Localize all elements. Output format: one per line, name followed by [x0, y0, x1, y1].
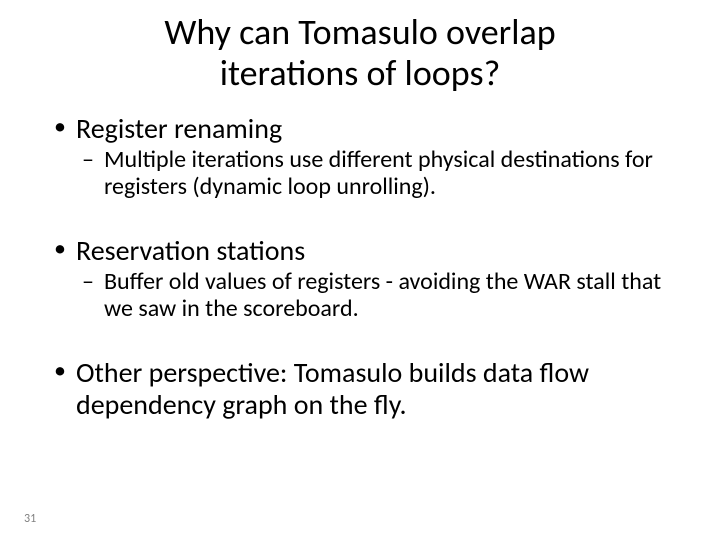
bullet-text: Register renaming [76, 111, 282, 146]
bullet-item: Other perspective: Tomasulo builds data … [48, 357, 672, 421]
bullet-item: Register renaming Multiple iterations us… [48, 113, 672, 201]
title-line-1: Why can Tomasulo overlap [164, 10, 555, 54]
sub-bullet-item: Buffer old values of registers - avoidin… [76, 269, 672, 323]
sub-bullet-list: Buffer old values of registers - avoidin… [76, 269, 672, 323]
bullet-text: Other perspective: Tomasulo builds data … [76, 355, 589, 422]
slide: Why can Tomasulo overlap iterations of l… [0, 0, 720, 540]
spacer [48, 327, 672, 357]
sub-bullet-list: Multiple iterations use different physic… [76, 147, 672, 201]
bullet-list: Other perspective: Tomasulo builds data … [48, 357, 672, 421]
sub-bullet-text: Multiple iterations use different physic… [104, 145, 653, 201]
bullet-list: Register renaming Multiple iterations us… [48, 113, 672, 201]
slide-number: 31 [24, 512, 36, 526]
bullet-item: Reservation stations Buffer old values o… [48, 235, 672, 323]
bullet-list: Reservation stations Buffer old values o… [48, 235, 672, 323]
bullet-text: Reservation stations [76, 233, 305, 268]
slide-title: Why can Tomasulo overlap iterations of l… [48, 12, 672, 95]
spacer [48, 205, 672, 235]
sub-bullet-item: Multiple iterations use different physic… [76, 147, 672, 201]
sub-bullet-text: Buffer old values of registers - avoidin… [104, 267, 661, 323]
title-line-2: iterations of loops? [220, 51, 501, 95]
